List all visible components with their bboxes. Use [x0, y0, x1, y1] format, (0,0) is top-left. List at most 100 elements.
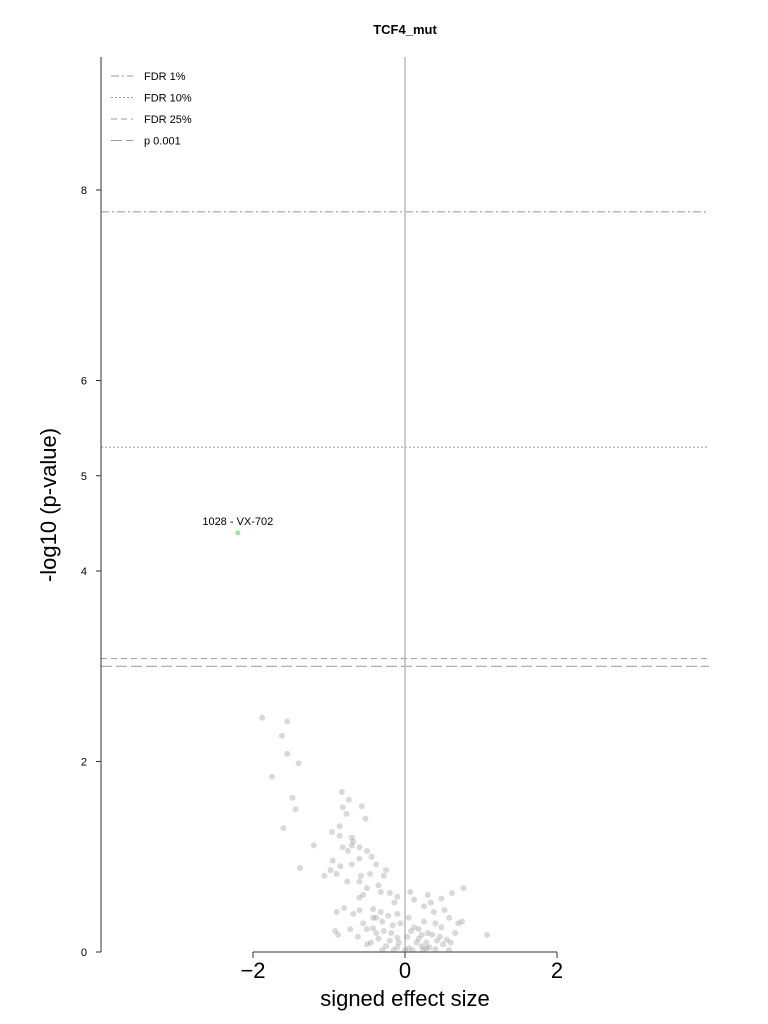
- data-point: [432, 946, 439, 953]
- data-point: [484, 931, 491, 938]
- data-point: [356, 844, 363, 851]
- data-point: [280, 825, 287, 832]
- point-annotation: 1028 - VX-702: [202, 516, 273, 528]
- data-point: [348, 842, 355, 849]
- data-point: [438, 924, 445, 931]
- highlighted-point: [235, 530, 241, 536]
- data-point: [297, 865, 304, 872]
- data-point: [394, 934, 401, 941]
- data-point: [338, 788, 345, 795]
- data-point: [409, 947, 416, 954]
- data-point: [394, 893, 401, 900]
- data-point: [379, 947, 386, 954]
- data-point: [375, 882, 382, 889]
- data-point: [310, 842, 317, 849]
- data-point: [383, 867, 389, 874]
- data-point: [373, 914, 380, 921]
- data-point: [446, 914, 453, 921]
- data-point: [394, 910, 401, 917]
- data-point: [421, 903, 427, 910]
- data-point: [395, 939, 402, 946]
- data-point: [358, 803, 365, 810]
- data-point: [344, 878, 351, 885]
- legend-label: FDR 25%: [144, 114, 192, 126]
- data-point: [335, 931, 342, 938]
- data-point: [423, 945, 430, 952]
- data-point: [415, 926, 422, 933]
- data-point: [411, 924, 418, 931]
- y-tick-label: 4: [81, 566, 87, 578]
- data-point: [397, 920, 404, 927]
- y-tick-label: 6: [81, 376, 87, 388]
- data-point: [415, 935, 422, 942]
- data-point: [333, 908, 340, 915]
- data-point: [259, 714, 266, 721]
- data-point: [367, 939, 374, 946]
- legend-label: FDR 1%: [144, 71, 186, 83]
- data-point: [404, 933, 411, 940]
- data-point: [345, 796, 352, 803]
- y-tick-label: 0: [81, 947, 87, 959]
- data-point: [430, 908, 437, 915]
- data-point: [373, 861, 380, 868]
- data-point: [385, 912, 392, 919]
- data-point: [370, 906, 377, 913]
- data-point: [459, 918, 465, 925]
- data-point: [289, 794, 296, 801]
- data-point: [420, 947, 427, 954]
- data-point: [383, 943, 389, 950]
- data-point: [377, 888, 384, 895]
- legend-label: FDR 10%: [144, 93, 192, 105]
- data-point: [379, 918, 386, 925]
- x-axis-label: signed effect size: [320, 986, 490, 1011]
- data-point: [418, 931, 425, 938]
- data-point: [408, 928, 415, 935]
- data-point: [356, 878, 363, 885]
- data-point: [343, 810, 350, 817]
- data-point: [362, 815, 369, 822]
- data-point: [333, 870, 340, 877]
- data-point: [364, 885, 370, 892]
- data-point: [370, 925, 377, 932]
- y-tick-label: 8: [81, 185, 87, 197]
- data-point: [386, 889, 393, 896]
- axes: 0 2 4 5 6 8 −2 0 2: [81, 57, 563, 983]
- data-point: [446, 947, 453, 954]
- data-point: [354, 933, 361, 940]
- data-point: [413, 939, 420, 946]
- data-point: [423, 939, 430, 946]
- data-point: [421, 918, 427, 925]
- data-point: [337, 863, 344, 870]
- data-point: [424, 929, 431, 936]
- data-point: [438, 895, 445, 902]
- data-point: [360, 891, 367, 898]
- x-tick-label: 2: [551, 958, 563, 983]
- data-point: [341, 905, 348, 912]
- data-point: [405, 945, 412, 952]
- data-point: [436, 933, 443, 940]
- data-point: [380, 872, 387, 879]
- data-point: [345, 848, 351, 855]
- data-point: [370, 914, 377, 921]
- data-point: [432, 920, 439, 927]
- data-point: [347, 926, 354, 933]
- y-tick-label: 5: [81, 471, 87, 483]
- legend: FDR 1% FDR 10% FDR 25% p 0.001: [111, 71, 192, 148]
- data-point: [388, 929, 395, 936]
- y-axis-label: -log10 (p-value): [36, 428, 61, 582]
- data-point: [348, 861, 355, 868]
- y-tick-label: 2: [81, 757, 87, 769]
- data-point: [292, 806, 299, 813]
- scatter-points: [259, 714, 491, 954]
- data-point: [336, 823, 343, 830]
- data-point: [380, 928, 387, 935]
- x-tick-label: −2: [240, 958, 265, 983]
- data-point: [278, 732, 285, 739]
- data-point: [441, 907, 448, 914]
- data-point: [377, 908, 384, 915]
- legend-label: p 0.001: [144, 136, 181, 148]
- data-point: [367, 870, 374, 877]
- data-point: [364, 926, 370, 933]
- data-point: [455, 920, 462, 927]
